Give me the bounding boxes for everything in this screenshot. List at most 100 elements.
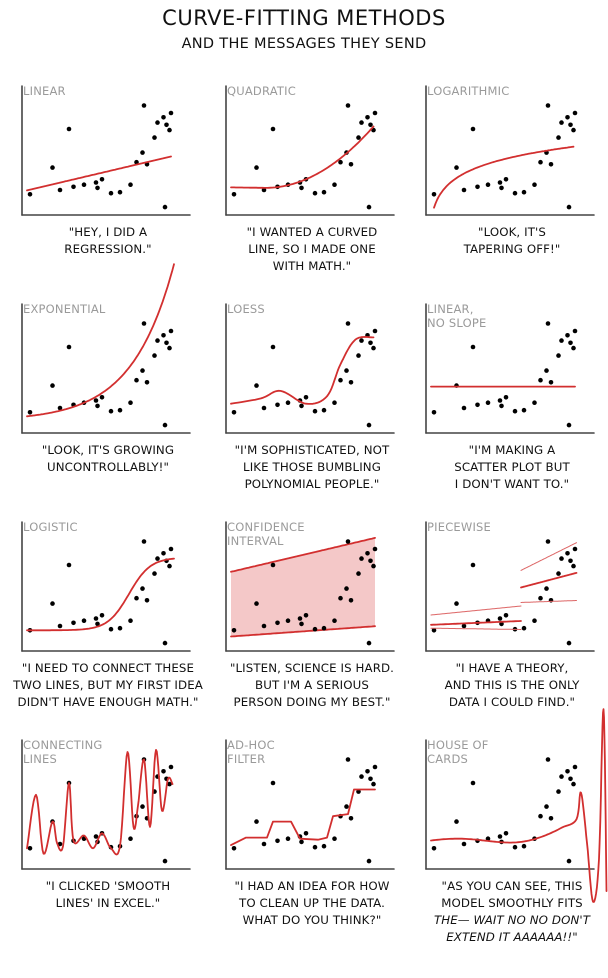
data-point	[167, 345, 172, 351]
data-point	[140, 150, 145, 155]
data-point	[128, 400, 133, 405]
data-point	[431, 628, 437, 633]
data-point	[231, 846, 237, 851]
data-point	[332, 618, 337, 623]
data-point	[503, 613, 509, 618]
data-point	[431, 846, 437, 851]
data-point	[485, 836, 491, 841]
data-point	[503, 831, 509, 836]
caption-line: "I WANTED A CURVED	[246, 225, 378, 239]
panel-title: AD-HOC FILTER	[227, 738, 275, 766]
data-point	[368, 558, 373, 564]
data-point	[270, 126, 276, 132]
data-point	[261, 405, 267, 411]
data-point	[108, 626, 114, 632]
data-point	[50, 383, 55, 388]
data-point	[128, 182, 133, 187]
data-point	[117, 625, 123, 631]
data-point	[117, 189, 123, 195]
data-point	[95, 185, 100, 191]
panel-caption: "I'M SOPHISTICATED, NOT LIKE THOSE BUMBLI…	[206, 442, 418, 493]
caption-line: "I HAVE A THEORY,	[455, 661, 569, 675]
panel-title: CONFIDENCE INTERVAL	[227, 520, 305, 548]
fit-curve	[26, 749, 174, 856]
data-point	[497, 398, 503, 403]
data-point	[497, 834, 503, 839]
caption-line: "I HAD AN IDEA FOR HOW	[234, 879, 390, 893]
data-point	[141, 103, 147, 108]
figure-title: CURVE-FITTING METHODS	[162, 6, 446, 30]
data-point	[303, 831, 309, 836]
caption-line: PERSON DOING MY BEST."	[233, 695, 391, 709]
data-point	[566, 858, 572, 864]
plot-area	[21, 521, 191, 652]
data-point	[297, 616, 303, 621]
data-point	[470, 344, 476, 350]
data-point	[303, 395, 309, 400]
data-point	[371, 563, 376, 569]
data-point	[275, 838, 280, 844]
data-point	[470, 562, 476, 568]
data-point	[71, 620, 76, 626]
data-point	[571, 563, 576, 569]
data-point	[566, 204, 572, 210]
data-point	[152, 135, 157, 140]
data-point	[254, 165, 259, 170]
data-point	[168, 110, 174, 116]
data-point	[231, 628, 237, 633]
data-point	[81, 182, 87, 187]
data-point	[566, 422, 572, 428]
data-point	[270, 562, 276, 568]
data-point	[545, 757, 551, 762]
data-point	[167, 781, 172, 787]
panel-title: LOGARITHMIC	[427, 84, 510, 98]
data-point	[475, 184, 480, 190]
figure-subtitle: AND THE MESSAGES THEY SEND	[181, 36, 427, 52]
data-point	[162, 422, 168, 428]
caption-line: SCATTER PLOT BUT	[454, 460, 570, 474]
data-point	[141, 321, 147, 326]
data-point	[134, 159, 139, 165]
data-point	[568, 122, 573, 128]
data-point	[261, 187, 267, 193]
data-point	[345, 103, 351, 108]
data-point	[461, 187, 467, 193]
data-point	[261, 841, 267, 847]
data-point	[99, 395, 105, 400]
data-point	[162, 204, 168, 210]
data-point	[431, 192, 437, 197]
data-point	[299, 185, 304, 191]
data-point	[348, 162, 354, 167]
data-point	[368, 340, 373, 346]
data-point	[344, 586, 349, 591]
data-point	[162, 640, 168, 646]
data-point	[93, 398, 99, 403]
fit-line	[26, 155, 172, 192]
data-point	[512, 844, 518, 850]
panel-title: LINEAR	[23, 84, 66, 98]
data-point	[57, 841, 63, 847]
data-point	[503, 177, 509, 182]
data-point	[372, 328, 378, 334]
data-point	[321, 407, 327, 413]
data-point	[299, 839, 304, 845]
data-point	[366, 858, 372, 864]
chart-panel-exponential: EXPONENTIAL "LOOK, IT'S GROWING UNCONTROLL…	[10, 263, 206, 508]
data-point	[155, 120, 160, 125]
data-point	[356, 135, 361, 140]
data-point	[108, 190, 114, 196]
data-point	[356, 353, 361, 358]
data-point	[27, 410, 33, 415]
data-point	[141, 539, 147, 544]
caption-line: "I NEED TO CONNECT THESE	[21, 661, 195, 675]
caption-line: BUT I'M A SERIOUS	[255, 678, 369, 692]
panel-title: LOESS	[227, 302, 265, 316]
data-point	[548, 162, 554, 167]
data-point	[545, 103, 551, 108]
data-point	[155, 338, 160, 343]
data-point	[365, 115, 370, 120]
caption-line: LINES' IN EXCEL."	[55, 896, 161, 910]
data-point	[312, 408, 318, 414]
plot-area	[21, 263, 191, 434]
panel-caption: "LOOK, IT'S GROWING UNCONTROLLABLY!"	[2, 442, 214, 476]
